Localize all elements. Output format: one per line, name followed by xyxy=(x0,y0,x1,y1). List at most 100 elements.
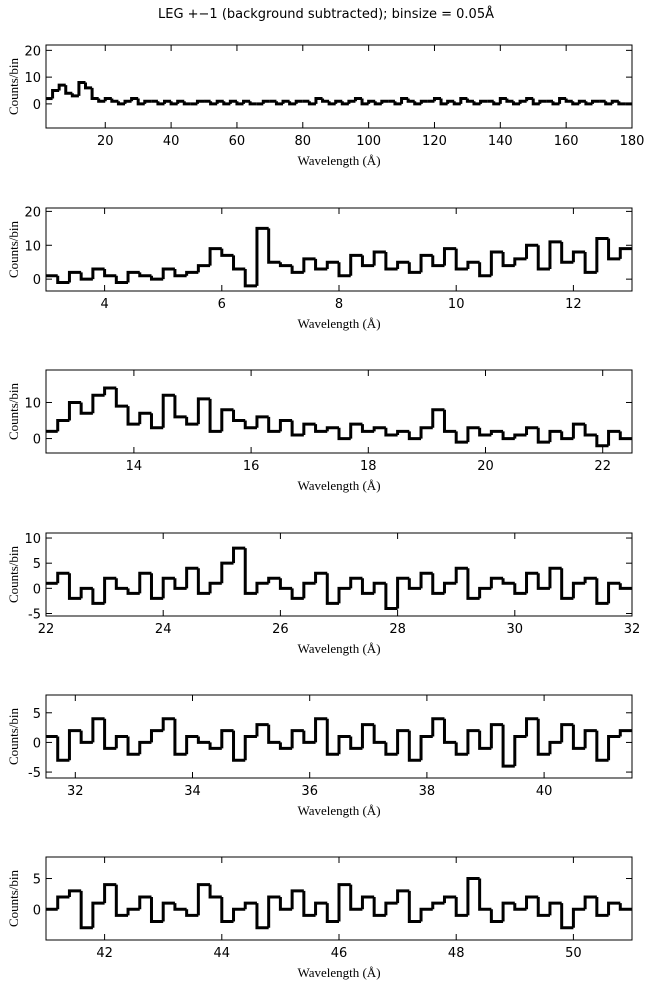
y-tick-label: 20 xyxy=(24,205,41,220)
plot-area xyxy=(46,546,632,610)
histogram-step xyxy=(91,588,105,605)
histogram-step xyxy=(478,730,492,750)
histogram-step xyxy=(220,408,234,432)
histogram-step xyxy=(290,420,304,437)
histogram-step xyxy=(314,717,328,743)
histogram-step xyxy=(215,99,224,104)
x-axis-label: Wavelength (Å) xyxy=(297,153,380,168)
histogram-step xyxy=(595,434,609,448)
x-tick-label: 10 xyxy=(448,297,465,312)
histogram-step xyxy=(79,890,93,930)
histogram-step xyxy=(185,270,199,276)
histogram-step xyxy=(114,578,129,590)
histogram-step xyxy=(407,578,422,590)
histogram-step xyxy=(466,729,480,755)
histogram-step xyxy=(314,258,328,271)
histogram-step xyxy=(281,99,290,104)
histogram-step xyxy=(173,578,187,590)
histogram-step xyxy=(126,588,140,595)
histogram-step xyxy=(618,247,632,259)
histogram-step xyxy=(618,583,632,590)
histogram-step xyxy=(396,889,410,904)
histogram-step xyxy=(242,99,251,104)
plot-frame xyxy=(45,44,633,129)
y-axis-label: Counts/bin xyxy=(6,382,21,440)
histogram-step xyxy=(51,89,60,99)
x-tick-label: 26 xyxy=(272,622,289,637)
histogram-step xyxy=(196,264,211,273)
histogram-step xyxy=(583,729,597,749)
chart-title: LEG +−1 (background subtracted); binsize… xyxy=(158,6,494,22)
histogram-step xyxy=(67,573,82,600)
y-tick-label: 0 xyxy=(33,433,41,448)
histogram-step xyxy=(501,431,515,441)
x-tick-label: 36 xyxy=(301,784,318,799)
y-tick-label: 10 xyxy=(24,532,41,547)
histogram-step xyxy=(525,571,539,594)
histogram-step xyxy=(278,896,293,911)
y-tick-label: -5 xyxy=(28,766,41,781)
y-tick-label: 5 xyxy=(33,557,41,572)
histogram-step xyxy=(278,419,293,432)
histogram-step xyxy=(571,422,586,439)
histogram-step xyxy=(325,260,339,269)
histogram-step xyxy=(466,426,480,443)
histogram-step xyxy=(248,101,257,106)
histogram-step xyxy=(114,884,129,917)
plot-area xyxy=(46,717,632,768)
histogram-step xyxy=(525,97,534,102)
histogram-step xyxy=(498,97,507,104)
histogram-step xyxy=(196,568,211,595)
histogram-step xyxy=(228,99,237,104)
histogram-step xyxy=(407,890,422,924)
histogram-step xyxy=(138,571,152,594)
histogram-step xyxy=(367,99,376,104)
histogram-step xyxy=(149,896,164,924)
histogram-step xyxy=(560,903,574,930)
histogram-step xyxy=(393,101,402,106)
plot-area xyxy=(46,386,632,448)
histogram-step xyxy=(536,573,550,590)
histogram-step xyxy=(349,253,363,276)
histogram-step xyxy=(302,890,316,917)
histogram-step xyxy=(360,578,375,595)
y-tick-label: 10 xyxy=(24,396,41,411)
histogram-step xyxy=(267,724,281,744)
histogram-step xyxy=(103,268,117,278)
histogram-step xyxy=(138,411,152,425)
histogram-step xyxy=(196,883,211,916)
histogram-step xyxy=(607,735,621,761)
histogram-step xyxy=(185,735,199,755)
histogram-step xyxy=(208,398,222,433)
y-tick-label: 20 xyxy=(24,44,41,59)
histogram-step xyxy=(161,393,175,428)
histogram-step xyxy=(288,101,297,106)
x-tick-label: 6 xyxy=(218,297,226,312)
histogram-step xyxy=(525,895,539,910)
histogram-step xyxy=(255,723,269,737)
histogram-step xyxy=(185,416,199,426)
histogram-step xyxy=(407,431,422,441)
histogram-step xyxy=(380,99,389,104)
histogram-step xyxy=(220,248,234,257)
histogram-step xyxy=(149,729,164,743)
histogram-step xyxy=(618,903,632,911)
x-tick-label: 60 xyxy=(229,134,246,149)
histogram-step xyxy=(604,101,613,106)
histogram-step xyxy=(97,98,106,103)
histogram-step xyxy=(513,583,527,595)
histogram-step xyxy=(79,272,93,281)
x-axis-label: Wavelength (Å) xyxy=(297,478,380,493)
histogram-step xyxy=(525,243,539,259)
histogram-step xyxy=(560,431,574,441)
histogram-step xyxy=(431,573,445,595)
histogram-step xyxy=(302,257,316,273)
histogram-step xyxy=(114,388,129,408)
histogram-step xyxy=(454,896,468,917)
x-tick-label: 160 xyxy=(554,134,579,149)
histogram-step xyxy=(595,896,609,917)
histogram-step xyxy=(255,226,269,286)
histogram-step xyxy=(442,581,457,594)
histogram-step xyxy=(149,413,164,430)
y-tick-label: 5 xyxy=(33,707,41,722)
